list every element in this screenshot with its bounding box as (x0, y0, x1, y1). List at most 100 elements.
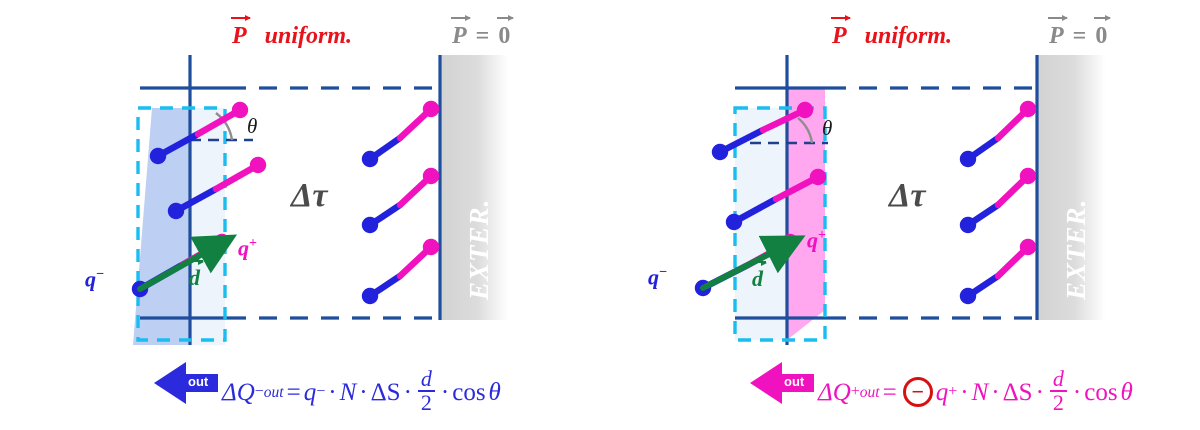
out-badge-label: out (784, 374, 805, 389)
p-vector-symbol-exterior: P (451, 15, 471, 48)
volume-element-label: Δτ (291, 177, 328, 214)
zero-vector-symbol: 0 (1094, 15, 1112, 48)
charge-slab-tint (190, 108, 225, 345)
charge-dot-negative (149, 147, 167, 165)
charge-dot-negative (711, 143, 729, 161)
charge-dot-negative (959, 150, 977, 168)
charge-dot-positive (422, 167, 440, 185)
equals-sign: = (475, 23, 490, 49)
theta-arc (215, 112, 234, 141)
negative-charge-label: q− (648, 264, 668, 290)
displacement-vector-arrow (700, 235, 806, 291)
charge-dot-positive (1019, 167, 1037, 185)
formula-superscript: + (850, 383, 860, 401)
formula-theta: θ (1120, 378, 1133, 406)
charge-dot-positive (809, 168, 827, 186)
charge-dot-negative (959, 216, 977, 234)
charge-dot-positive (422, 238, 440, 256)
formula-delta: Δ (818, 378, 833, 406)
formula-charge-sign: + (948, 383, 958, 401)
formula-Q: Q (236, 378, 255, 406)
formula-theta: θ (488, 378, 501, 406)
negative-charge-label: q− (85, 266, 105, 292)
formula-frac-denominator: 2 (417, 390, 435, 414)
charge-dot-positive (213, 233, 231, 251)
positive-charge-label: q+ (238, 235, 258, 261)
formula-dS: ΔS (1002, 378, 1033, 406)
formula-fraction: d 2 (417, 366, 435, 415)
formula-cos: cos (1084, 378, 1118, 406)
charge-slab-magenta (787, 88, 825, 340)
p-zero-label: P = 0 (1048, 15, 1112, 49)
formula-dot: · (991, 378, 1000, 406)
charge-dot-negative (361, 150, 379, 168)
formula-dot: · (440, 378, 450, 406)
formula-dot: · (1072, 378, 1082, 406)
charge-dot-positive (1019, 100, 1037, 118)
formula-charge-sign: − (316, 383, 326, 401)
charge-dot-positive (781, 233, 799, 251)
p-uniform-label: P uniform. (831, 15, 953, 49)
displacement-vector-label: d (188, 258, 204, 289)
charge-dot-negative (167, 202, 185, 220)
formula-subscript: out (263, 383, 284, 401)
positive-panel-canvas (694, 55, 1105, 404)
charge-dot-negative (959, 287, 977, 305)
formula-charge: q (935, 378, 949, 406)
formula-dot: · (403, 378, 412, 406)
charge-slab-tint (735, 108, 787, 340)
exterior-label: EXTER. (464, 198, 494, 300)
charge-dot-negative (361, 287, 379, 305)
displacement-vector-label: d (751, 259, 767, 290)
exterior-band (440, 55, 508, 320)
formula-dot: · (960, 378, 969, 406)
selection-box-dashed (136, 106, 227, 342)
formula-cos: cos (452, 378, 486, 406)
formula-dS: ΔS (370, 378, 401, 406)
out-arrow-badge (750, 362, 814, 404)
charge-dot-positive (249, 156, 267, 174)
formula-dot: · (359, 378, 368, 406)
formula-charge: q (303, 378, 317, 406)
p-uniform-text: uniform. (264, 23, 353, 49)
charge-dot-negative (361, 216, 379, 234)
p-uniform-text: uniform. (864, 23, 953, 49)
charge-dot-positive (1019, 238, 1037, 256)
formula-equals: = (286, 378, 301, 406)
theta-angle-label: θ (822, 116, 833, 140)
formula-N: N (971, 378, 989, 406)
p-vector-symbol: P (231, 15, 251, 48)
out-badge-label: out (188, 374, 209, 389)
charge-dot-positive (231, 101, 249, 119)
positive-charge-formula: Δ Q + out = − q + · N · ΔS · d 2 · cos θ (818, 366, 1136, 416)
out-arrow-badge (154, 362, 218, 404)
formula-frac-numerator: d (1052, 366, 1064, 391)
theta-angle-label: θ (247, 114, 258, 138)
p-vector-symbol-exterior: P (1048, 15, 1068, 48)
exterior-band (1037, 55, 1105, 320)
formula-frac-numerator: d (420, 366, 432, 391)
exterior-label: EXTER. (1061, 198, 1091, 300)
p-uniform-label: P uniform. (231, 15, 353, 49)
negative-charge-panel: P uniform. P = 0 Δτ θ q− q+ d EXTER. out… (85, 15, 515, 416)
positive-charge-label: q+ (807, 227, 827, 253)
p-vector-symbol: P (831, 15, 851, 48)
formula-superscript: − (254, 383, 264, 401)
negative-charge-formula: Δ Q − out = q − · N · ΔS · d 2 · cos θ (222, 366, 504, 416)
equals-sign: = (1072, 23, 1087, 49)
negative-panel-canvas (131, 55, 508, 404)
displacement-vector-arrow (137, 234, 238, 292)
formula-equals: = (882, 378, 897, 406)
charge-dot-positive (422, 100, 440, 118)
formula-dot: · (1035, 378, 1044, 406)
formula-fraction: d 2 (1049, 366, 1067, 415)
formula-Q: Q (832, 378, 851, 406)
formula-N: N (339, 378, 357, 406)
circled-minus-sign: − (902, 377, 933, 408)
formula-dot: · (328, 378, 337, 406)
zero-vector-symbol: 0 (497, 15, 515, 48)
positive-charge-panel: P uniform. P = 0 Δτ θ q− q+ d EXTER. out… (600, 0, 1200, 430)
theta-arc (797, 117, 814, 144)
formula-subscript: out (859, 383, 880, 401)
